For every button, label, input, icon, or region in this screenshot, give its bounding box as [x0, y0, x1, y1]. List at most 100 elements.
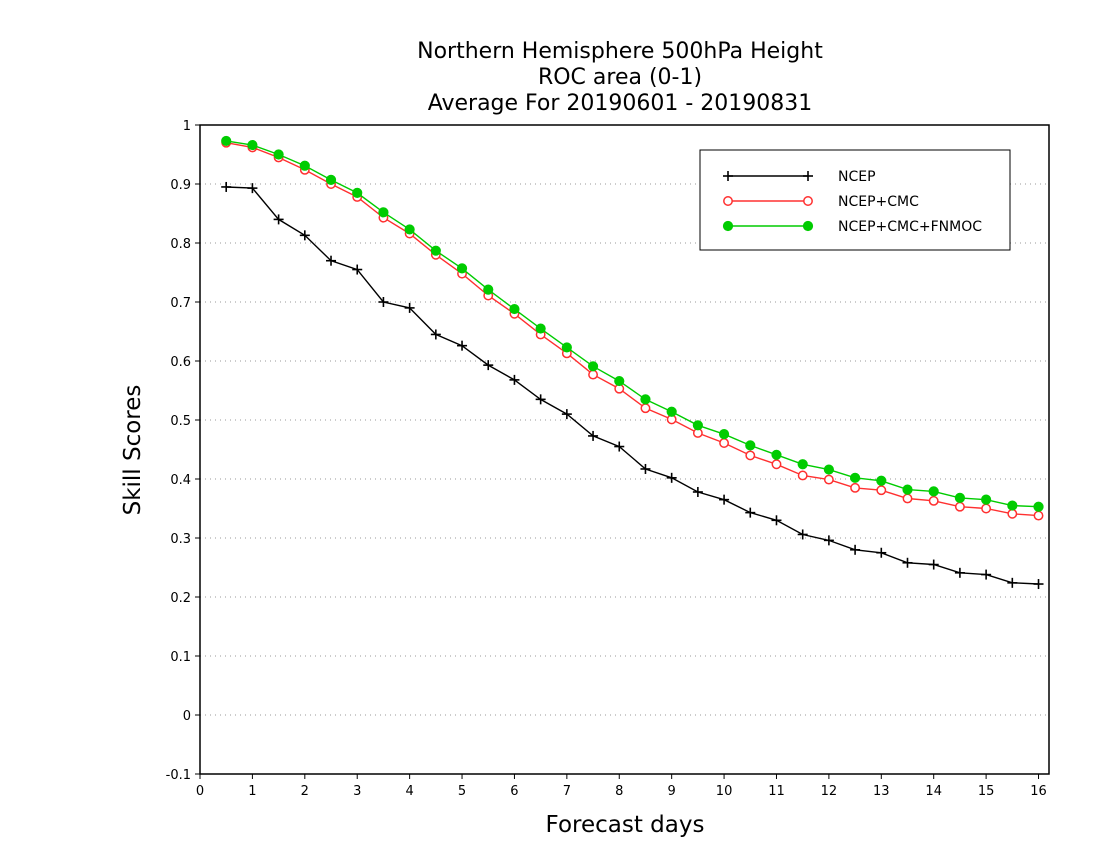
- data-point-ncep-cmc: [876, 485, 887, 496]
- data-point-ncep: [745, 507, 756, 518]
- data-point-ncep: [850, 544, 861, 555]
- data-point-ncep-cmc-fnmoc: [876, 475, 887, 486]
- data-point-ncep-cmc-fnmoc: [692, 420, 703, 431]
- legend: NCEP NCEP+CMC NCEP+CMC+FNMOC: [699, 149, 1011, 251]
- y-tick-label: -0.1: [166, 768, 191, 783]
- y-tick-label: 0.9: [170, 178, 191, 193]
- x-tick-label: 10: [716, 784, 733, 799]
- x-axis-ticks: 0 1 2 3 4 5 6 7 8 9 10 11 12 13 14 15 16: [196, 774, 1047, 799]
- data-point-ncep-cmc: [981, 503, 992, 514]
- data-point-ncep: [430, 329, 441, 340]
- data-point-ncep-cmc-fnmoc: [378, 207, 389, 218]
- data-point-ncep-cmc-fnmoc: [325, 174, 337, 185]
- x-tick-label: 7: [563, 784, 571, 799]
- y-tick-label: 0.6: [170, 355, 191, 370]
- title-line-1: Northern Hemisphere 500hPa Height: [417, 39, 823, 64]
- data-point-ncep-cmc-fnmoc: [745, 440, 756, 451]
- data-point-ncep-cmc-fnmoc: [666, 406, 677, 417]
- data-point-ncep: [404, 302, 415, 313]
- data-point-ncep-cmc-fnmoc: [352, 187, 363, 198]
- y-axis-title: Skill Scores: [120, 385, 146, 516]
- x-tick-label: 1: [248, 784, 256, 799]
- x-tick-label: 14: [925, 784, 942, 799]
- data-point-ncep-cmc-fnmoc: [430, 245, 441, 256]
- x-tick-label: 16: [1030, 784, 1047, 799]
- data-point-ncep-cmc-fnmoc: [823, 464, 834, 475]
- legend-marker-ncep-cmc-fnmoc: [722, 220, 734, 232]
- data-point-ncep-cmc-fnmoc: [849, 472, 861, 483]
- data-point-ncep: [640, 463, 651, 474]
- data-point-ncep-cmc: [954, 501, 965, 512]
- x-tick-label: 4: [405, 784, 413, 799]
- series-layer: [221, 135, 1044, 590]
- series-line-ncep: [226, 186, 1039, 585]
- data-point-ncep-cmc-fnmoc: [771, 449, 782, 460]
- data-point-ncep-cmc: [1033, 510, 1044, 521]
- data-point-ncep: [614, 441, 625, 452]
- x-tick-label: 6: [510, 784, 518, 799]
- x-axis-title: Forecast days: [546, 812, 705, 838]
- x-tick-label: 5: [458, 784, 466, 799]
- data-point-ncep-cmc: [902, 493, 913, 504]
- data-point-ncep-cmc-fnmoc: [718, 429, 730, 440]
- data-point-ncep: [981, 569, 992, 580]
- data-point-ncep: [902, 557, 913, 568]
- data-point-ncep-cmc-fnmoc: [247, 139, 258, 151]
- x-tick-label: 9: [668, 784, 676, 799]
- y-tick-label: 0.2: [170, 591, 191, 606]
- data-point-ncep-cmc: [719, 438, 730, 448]
- data-point-ncep-cmc: [1007, 508, 1018, 519]
- data-point-ncep-cmc: [640, 403, 651, 414]
- legend-marker-ncep: [803, 171, 813, 181]
- data-point-ncep: [326, 255, 337, 266]
- data-point-ncep-cmc-fnmoc: [456, 263, 468, 274]
- data-point-ncep: [378, 297, 389, 307]
- data-point-ncep-cmc: [588, 369, 599, 380]
- plot-frame: [199, 124, 1050, 775]
- data-point-ncep-cmc-fnmoc: [640, 394, 651, 405]
- y-tick-label: 0.7: [170, 296, 191, 311]
- y-tick-label: 1: [183, 119, 191, 134]
- data-point-ncep: [535, 394, 546, 405]
- data-point-ncep-cmc-fnmoc: [928, 486, 939, 497]
- x-tick-label: 8: [615, 784, 623, 799]
- data-point-ncep-cmc-fnmoc: [535, 323, 546, 334]
- y-tick-label: 0.1: [170, 650, 191, 665]
- x-tick-label: 3: [353, 784, 361, 799]
- data-point-ncep: [823, 535, 834, 546]
- data-point-ncep: [247, 183, 258, 194]
- legend-label-ncep-cmc: NCEP+CMC: [838, 194, 919, 210]
- data-point-ncep: [457, 340, 468, 351]
- data-point-ncep: [221, 181, 232, 192]
- gridlines: [200, 183, 1049, 716]
- data-point-ncep: [692, 486, 703, 497]
- title-line-3: Average For 20190601 - 20190831: [428, 91, 813, 116]
- data-point-ncep-cmc: [823, 474, 834, 485]
- data-point-ncep: [928, 559, 939, 570]
- data-point-ncep-cmc-fnmoc: [561, 342, 572, 353]
- x-tick-label: 15: [978, 784, 995, 799]
- data-point-ncep-cmc-fnmoc: [902, 484, 913, 495]
- x-tick-label: 12: [821, 784, 838, 799]
- x-tick-label: 11: [768, 784, 785, 799]
- legend-marker-ncep-cmc: [723, 196, 733, 206]
- chart-title: Northern Hemisphere 500hPa Height ROC ar…: [417, 39, 823, 116]
- data-point-ncep-cmc: [928, 495, 939, 506]
- legend-marker-ncep-cmc: [803, 196, 813, 206]
- legend-marker-ncep-cmc-fnmoc: [802, 220, 814, 232]
- data-point-ncep-cmc: [850, 482, 861, 493]
- data-point-ncep: [352, 264, 363, 275]
- data-point-ncep-cmc-fnmoc: [1007, 500, 1018, 511]
- y-tick-label: 0.4: [170, 473, 191, 488]
- data-point-ncep-cmc-fnmoc: [404, 224, 415, 235]
- data-point-ncep: [797, 529, 808, 540]
- y-tick-label: 0.8: [170, 237, 191, 252]
- legend-label-ncep: NCEP: [838, 169, 876, 185]
- data-point-ncep: [483, 360, 494, 371]
- title-line-2: ROC area (0-1): [538, 65, 702, 90]
- data-point-ncep-cmc-fnmoc: [954, 492, 966, 503]
- y-axis-ticks: -0.1 0 0.1 0.2 0.3 0.4 0.5 0.6 0.7 0.8 0.9 1: [166, 119, 200, 783]
- x-tick-label: 0: [196, 784, 204, 799]
- x-tick-label: 2: [301, 784, 309, 799]
- data-point-ncep-cmc: [745, 450, 756, 461]
